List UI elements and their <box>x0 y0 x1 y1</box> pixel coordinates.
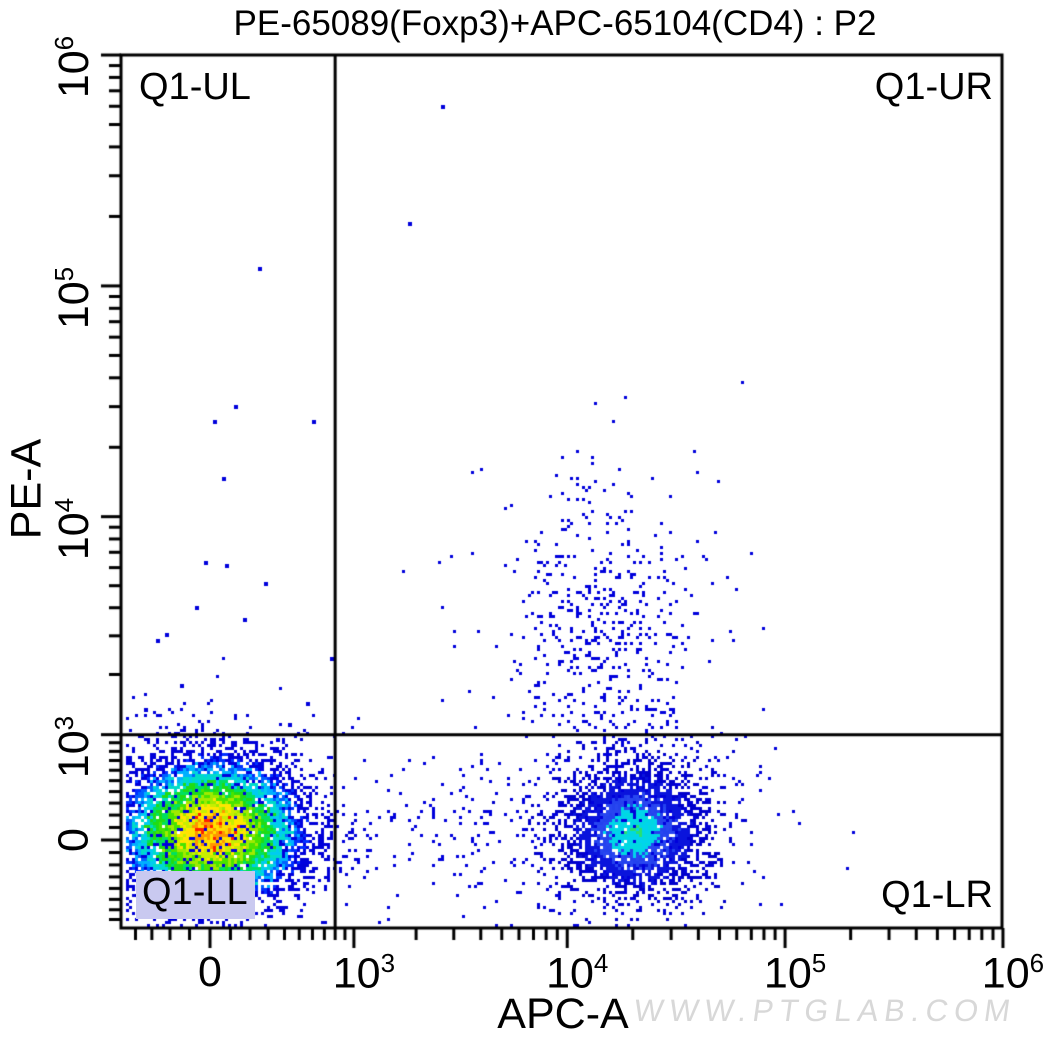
quadrant-label-ul: Q1-UL <box>139 66 251 108</box>
x-tick-label: 104 <box>546 948 609 998</box>
watermark: WWW.PTGLAB.COM <box>631 993 1019 1028</box>
quadrant-label-lr: Q1-LR <box>881 874 993 916</box>
x-tick-label: 106 <box>981 948 1045 998</box>
y-tick-label: 104 <box>48 497 99 560</box>
quadrant-label-ll: Q1-LL <box>136 871 255 919</box>
x-tick-label: 103 <box>332 948 396 998</box>
y-tick-label: 0 <box>49 828 98 852</box>
y-tick-label: 105 <box>48 266 99 330</box>
plot-title: PE-65089(Foxp3)+APC-65104(CD4) : P2 <box>233 4 877 43</box>
x-tick-label: 0 <box>198 948 222 996</box>
y-tick-label: 106 <box>48 35 99 99</box>
x-tick-label: 105 <box>763 948 827 998</box>
quadrant-label-ur: Q1-UR <box>874 66 993 108</box>
y-axis-title: PE-A <box>2 438 51 540</box>
y-tick-label: 103 <box>48 715 99 778</box>
x-axis-title: APC-A <box>497 990 629 1038</box>
